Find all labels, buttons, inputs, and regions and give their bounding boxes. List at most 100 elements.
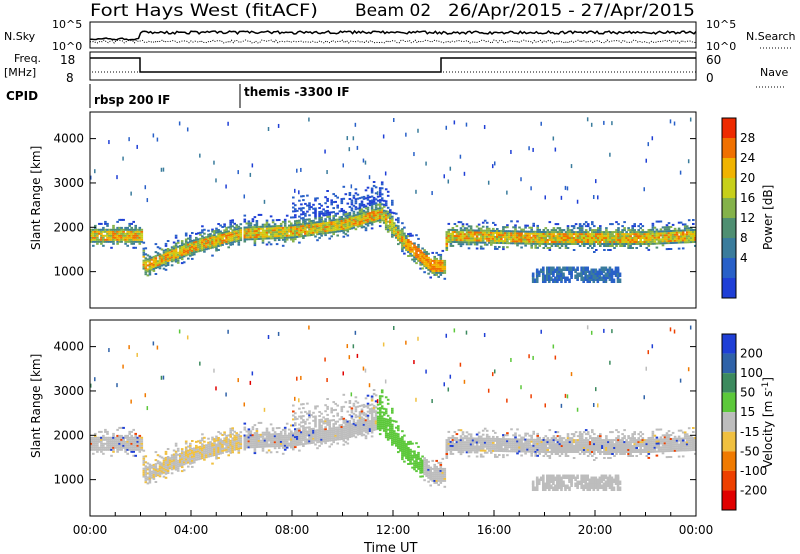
velocity-cell (288, 442, 291, 445)
velocity-cell (409, 440, 412, 443)
power-cell (685, 237, 689, 240)
velocity-cell (134, 434, 137, 437)
power-cell (595, 179, 597, 184)
power-cell (399, 235, 402, 238)
power-cell (548, 249, 552, 251)
velocity-cell (154, 481, 158, 483)
power-cell (235, 226, 238, 229)
velocity-cell (187, 449, 190, 452)
power-cell (324, 210, 327, 213)
velocity-cell (100, 436, 103, 439)
velocity-cell (166, 458, 170, 460)
power-cell (568, 231, 572, 234)
power-cell (300, 167, 302, 172)
velocity-cell (364, 405, 368, 408)
power-cell (445, 247, 449, 249)
velocity-cell (271, 429, 275, 432)
power-cell (451, 227, 455, 229)
power-cell (187, 251, 190, 254)
power-cell (110, 236, 113, 239)
power-cell (651, 136, 654, 141)
velocity-cell (409, 456, 412, 459)
velocity-cell (215, 457, 218, 460)
power-cell (538, 242, 541, 245)
power-cell (391, 199, 394, 202)
power-cell (594, 268, 598, 274)
velocity-cell (110, 442, 113, 445)
power-cell (415, 254, 418, 257)
power-cell (504, 226, 507, 229)
power-cell (673, 227, 677, 230)
velocity-cell (439, 479, 443, 482)
velocity-cell (378, 395, 382, 398)
velocity-cell (324, 426, 327, 429)
velocity-cell (310, 428, 313, 430)
power-cell (530, 238, 533, 241)
velocity-cell (344, 425, 348, 428)
power-cell (235, 232, 238, 235)
power-cell (144, 247, 148, 250)
power-cell (451, 244, 455, 247)
power-cell (471, 235, 475, 238)
power-cell (296, 229, 299, 232)
power-cell (322, 232, 325, 235)
velocity-cell (419, 461, 422, 464)
velocity-cell (386, 434, 390, 437)
velocity-cell (423, 465, 426, 468)
power-cell (479, 247, 483, 250)
velocity-cell (130, 448, 133, 451)
power-cell (340, 222, 344, 224)
power-cell (346, 224, 350, 227)
power-cell (134, 228, 137, 231)
velocity-cell (130, 440, 133, 443)
power-cell (671, 231, 675, 234)
power-cell (354, 214, 358, 217)
power-cell (510, 242, 513, 245)
power-cell (459, 237, 463, 240)
power-cell (178, 249, 182, 251)
power-cell (591, 233, 594, 236)
power-cell (687, 241, 691, 244)
power-cell (348, 198, 352, 200)
velocity-cell (427, 476, 430, 479)
power-cell (259, 233, 263, 236)
power-cell (298, 207, 301, 210)
velocity-cell (267, 435, 271, 438)
power-cell (536, 242, 539, 245)
power-cell (292, 224, 295, 227)
velocity-cell (324, 418, 327, 421)
power-cell (90, 232, 93, 235)
velocity-cell (184, 442, 188, 445)
velocity-cell (267, 437, 271, 440)
velocity-cell (243, 444, 247, 447)
power-cell (548, 266, 551, 272)
velocity-cell (421, 459, 424, 462)
velocity-cell (403, 450, 406, 453)
velocity-cell (102, 448, 105, 451)
velocity-cell (354, 424, 358, 427)
power-cell (594, 274, 598, 280)
power-cell (98, 222, 101, 225)
velocity-cell (328, 433, 331, 436)
power-cell (439, 257, 443, 260)
power-cell (641, 229, 645, 232)
power-cell (447, 240, 451, 243)
power-cell (516, 238, 519, 241)
power-cell (605, 241, 608, 243)
power-cell (603, 241, 606, 243)
velocity-cell (300, 443, 303, 446)
power-cell (360, 204, 364, 207)
velocity-cell (281, 442, 285, 445)
velocity-cell (296, 433, 299, 436)
velocity-cell (259, 443, 263, 446)
velocity-cell (174, 452, 178, 455)
velocity-cell (279, 432, 283, 435)
velocity-cell (150, 474, 154, 477)
velocity-cell (243, 402, 246, 407)
velocity-cell (308, 434, 311, 437)
power-cell (362, 217, 366, 220)
power-cell (332, 227, 335, 230)
power-cell (419, 263, 422, 266)
power-cell (473, 241, 477, 244)
velocity-cell (352, 422, 356, 425)
